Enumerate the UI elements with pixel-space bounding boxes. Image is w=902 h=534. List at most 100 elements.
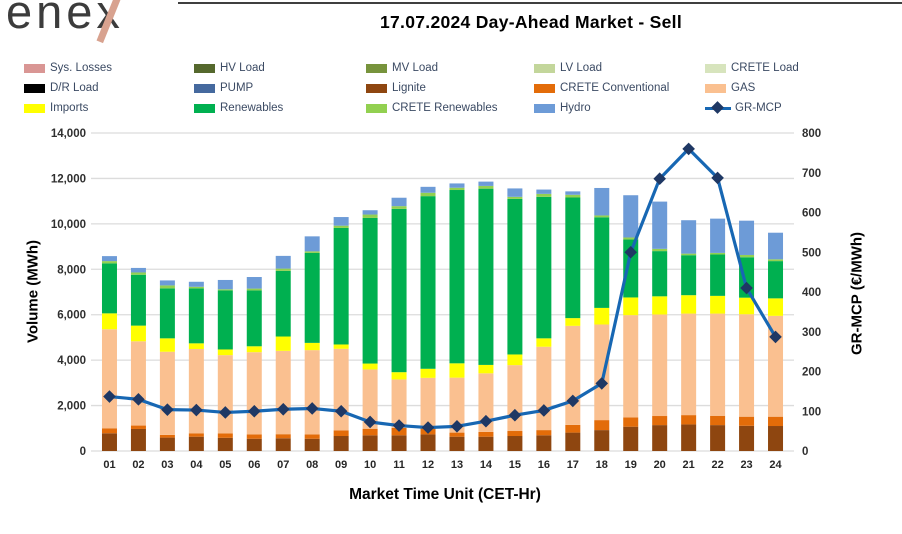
bar-segment-gas-h13 [449, 377, 465, 433]
bar-segment-renewables-h17 [565, 197, 581, 319]
legend-label: GR-MCP [735, 102, 782, 114]
bar-segment-imports-h09 [333, 344, 349, 349]
left-axis-tick-label: 2,000 [57, 401, 86, 413]
bar-segment-crete-renewables-h11 [391, 206, 407, 209]
bar-segment-lignite-h20 [652, 425, 668, 451]
bar-segment-renewables-h04 [188, 288, 204, 344]
gr-mcp-marker-h06 [247, 404, 261, 418]
gr-mcp-marker-h19 [624, 245, 638, 259]
bar-segment-hydro-h15 [507, 188, 523, 197]
bar-segment-hydro-h11 [391, 197, 407, 207]
gr-mcp-marker-h11 [392, 419, 406, 432]
bar-segment-crete-renewables-h03 [159, 285, 175, 289]
gr-mcp-marker-h17 [566, 394, 580, 408]
bar-segment-gas-h08 [304, 350, 320, 435]
right-axis-tick-label: 300 [802, 327, 821, 339]
x-axis-tick-label: 09 [335, 459, 347, 471]
bar-segment-imports-h24 [768, 298, 784, 316]
bar-segment-crete-conventional-h08 [304, 434, 320, 439]
bar-segment-hydro-h24 [768, 232, 784, 260]
bar-segment-lignite-h13 [449, 436, 465, 451]
x-axis-title: Market Time Unit (CET-Hr) [349, 486, 541, 503]
bar-segment-lignite-h23 [739, 425, 755, 451]
bar-segment-crete-conventional-h06 [246, 434, 262, 439]
legend-swatch [534, 103, 555, 113]
bar-segment-hydro-h02 [130, 267, 146, 273]
bar-segment-crete-renewables-h12 [420, 192, 436, 197]
legend-label: Imports [50, 102, 89, 114]
bar-segment-gas-h01 [101, 329, 117, 429]
bar-segment-hydro-h06 [246, 277, 262, 289]
legend-swatch [194, 83, 215, 93]
x-axis-tick-label: 02 [132, 459, 144, 471]
bar-segment-renewables-h18 [594, 217, 610, 308]
bar-segment-lignite-h02 [130, 428, 146, 451]
left-axis-tick-label: 12,000 [51, 173, 86, 185]
bar-segment-crete-renewables-h01 [101, 261, 117, 264]
enex-logo: enex [6, 0, 181, 44]
legend-swatch [366, 63, 387, 73]
legend-swatch [366, 83, 387, 93]
bar-segment-lignite-h21 [681, 424, 697, 451]
legend-item-hydro: Hydro [534, 98, 705, 118]
x-axis-tick-label: 10 [364, 459, 376, 471]
legend-item-imports: Imports [24, 98, 194, 118]
gr-mcp-marker-h10 [363, 415, 377, 429]
header-divider [178, 2, 902, 4]
legend-item-d-r-load: D/R Load [24, 78, 194, 98]
bar-segment-imports-h22 [710, 295, 726, 314]
bar-segment-imports-h18 [594, 307, 610, 325]
page-title: 17.07.2024 Day-Ahead Market - Sell [379, 12, 683, 32]
bar-segment-hydro-h16 [536, 189, 552, 194]
bar-segment-crete-renewables-h06 [246, 288, 262, 291]
x-axis-tick-label: 19 [625, 459, 637, 471]
bar-segment-hydro-h20 [652, 201, 668, 249]
x-axis-tick-label: 13 [451, 459, 463, 471]
bar-segment-renewables-h11 [391, 208, 407, 373]
bar-segment-imports-h11 [391, 372, 407, 380]
legend-item-mv-load: MV Load [366, 58, 534, 78]
bar-segment-hydro-h22 [710, 218, 726, 253]
bar-segment-hydro-h18 [594, 187, 610, 216]
right-axis-tick-label: 400 [802, 287, 821, 299]
bar-segment-imports-h15 [507, 354, 523, 366]
bar-segment-hydro-h17 [565, 191, 581, 195]
bar-segment-gas-h16 [536, 346, 552, 431]
bar-segment-lignite-h07 [275, 438, 291, 451]
bar-segment-gas-h22 [710, 313, 726, 416]
gr-mcp-marker-h07 [276, 402, 290, 416]
legend-label: Sys. Losses [50, 62, 112, 74]
bar-segment-lignite-h09 [333, 436, 349, 451]
bar-segment-crete-renewables-h10 [362, 214, 378, 218]
bar-segment-renewables-h15 [507, 198, 523, 355]
legend-swatch [194, 63, 215, 73]
left-axis-tick-label: 14,000 [51, 128, 86, 140]
bar-segment-renewables-h02 [130, 274, 146, 326]
bar-segment-crete-renewables-h21 [681, 253, 697, 256]
x-axis-tick-label: 01 [103, 459, 115, 471]
bar-segment-crete-conventional-h04 [188, 433, 204, 437]
bar-segment-renewables-h01 [101, 263, 117, 314]
legend-label: CRETE Renewables [392, 102, 498, 114]
bar-segment-renewables-h03 [159, 288, 175, 339]
bar-segment-renewables-h21 [681, 255, 697, 296]
gr-mcp-line [109, 147, 777, 430]
legend-swatch [705, 83, 726, 93]
gr-mcp-marker-h08 [305, 402, 319, 415]
bar-segment-gas-h02 [130, 341, 146, 426]
bar-segment-lignite-h03 [159, 437, 175, 451]
bar-segment-crete-conventional-h13 [449, 432, 465, 437]
bar-segment-imports-h16 [536, 338, 552, 347]
bar-segment-lignite-h19 [623, 426, 639, 451]
x-axis-tick-label: 21 [683, 459, 695, 471]
bar-segment-crete-renewables-h13 [449, 187, 465, 191]
gr-mcp-marker-h12 [421, 421, 435, 434]
bar-segment-imports-h19 [623, 297, 639, 316]
left-axis-tick-label: 4,000 [57, 355, 86, 367]
bar-segment-crete-renewables-h05 [217, 289, 233, 291]
gr-mcp-marker-h15 [508, 408, 522, 422]
bar-segment-imports-h20 [652, 296, 668, 315]
x-axis-tick-label: 22 [711, 459, 723, 471]
bar-segment-crete-renewables-h20 [652, 248, 668, 252]
